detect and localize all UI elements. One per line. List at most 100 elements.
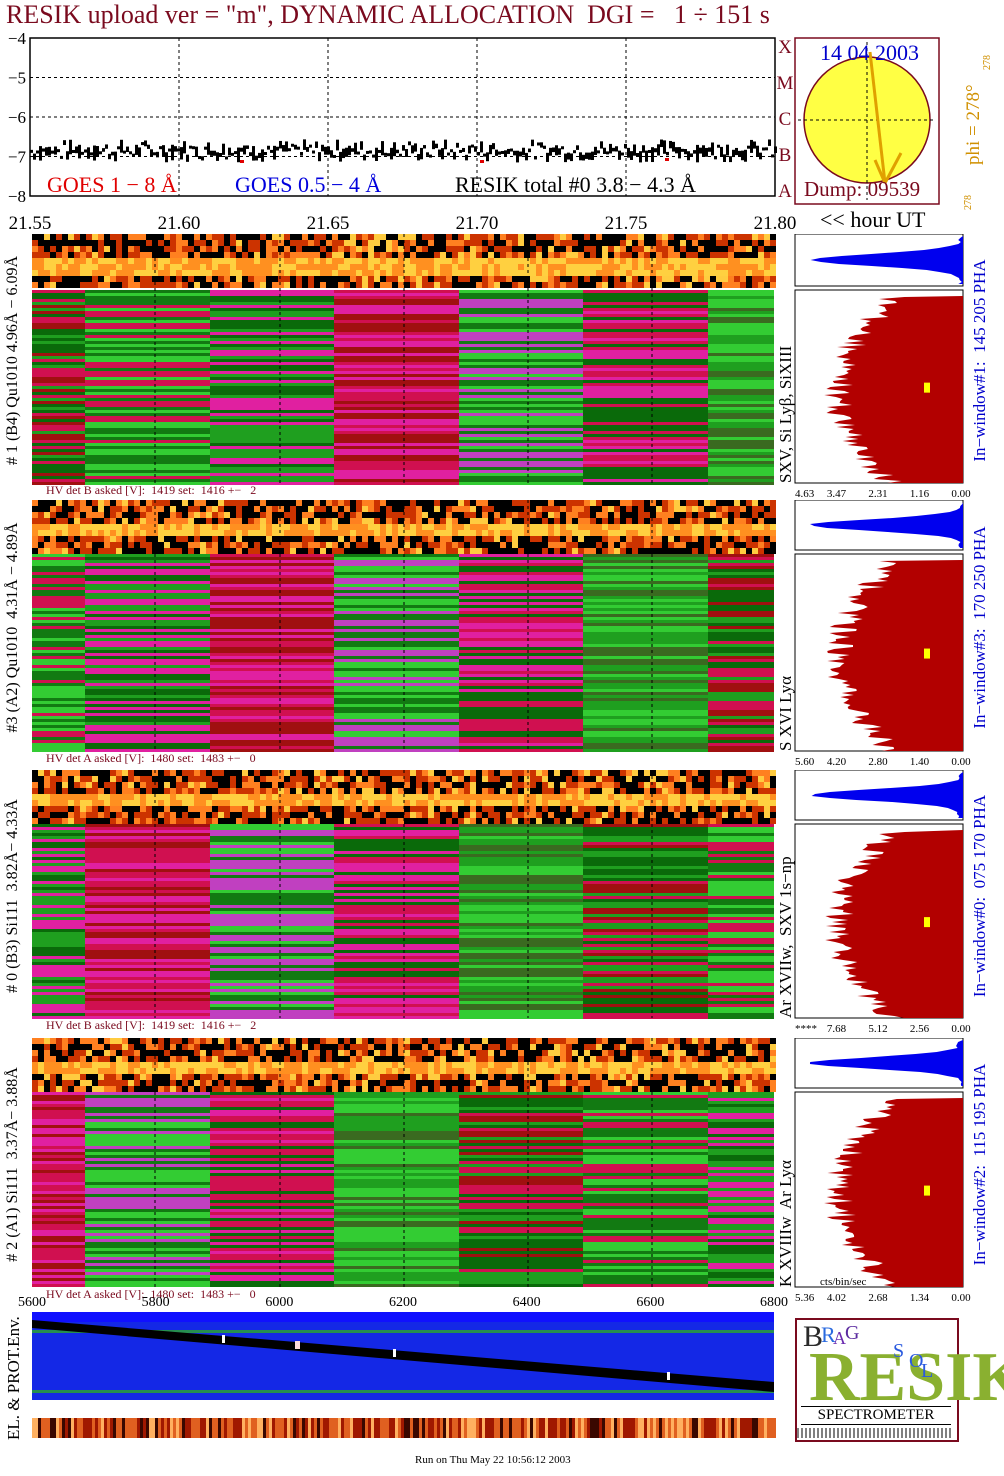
pha-tick-label: 0.00 [951,488,971,500]
window-label: In−window#1: 145 205 PHA [970,259,989,462]
spectrogram-panel-2: 5.36 4.02 2.68 1.34 0.00 [32,1038,971,1304]
resik-total-bin [492,143,495,150]
resik-total-bin [549,147,552,156]
resik-total-bin [486,152,489,162]
resik-total-bin [738,150,741,157]
resik-total-bin [39,146,42,161]
resik-total-bin [318,152,321,162]
resik-total-bin [159,146,162,150]
resik-total-bin [111,151,114,156]
resik-total-bin [468,145,471,154]
resik-total-bin [198,156,201,160]
pha-tick-label: 1.16 [910,488,930,500]
resik-total-bin [534,156,537,160]
resik-total-bin [357,151,360,155]
resik-total-bin [249,152,252,157]
resik-total-bin [744,149,747,162]
phi-small-top: 278 [982,55,993,70]
resik-total-bin [84,149,87,153]
resik-total-bin [222,143,225,155]
resik-total-bin [567,152,570,160]
pha-axis: 5.36 4.02 2.68 1.34 0.00 [795,1292,971,1304]
environment-ylabel: EL. & PROT.Env. [4,1316,23,1440]
resik-total-bin [699,147,702,154]
legend-goes-short: GOES 0.5 − 4 Å [235,172,382,197]
line-identification: K XVIIIw Ar Lyα [776,1160,795,1287]
pha-tick-label: 0.00 [951,1023,971,1035]
resik-total-bin [498,151,501,155]
resik-total-bin [120,139,123,153]
resik-total-bin [354,142,357,155]
resik-total-bin [747,145,750,149]
panel-ylabel: # 1 (B4) Qu1010 4.96Å − 6.09Å [4,256,21,466]
pha-unit: cts/bin/sec [820,1276,867,1288]
legend-goes-long: GOES 1 − 8 Å [47,172,177,197]
pha-axis: **** 7.68 5.12 2.56 0.00 [795,1023,971,1035]
resik-total-bin [612,147,615,152]
line-identification: Ar XVIIw, SXV 1s−np [776,856,795,1018]
resik-total-bin [546,152,549,162]
resik-total-bin [732,149,735,158]
resik-total-bin [666,151,669,156]
resik-total-bin [123,150,126,154]
resik-total-bin [726,144,729,156]
panel-ylabel: # 0 (B3) Si111 3.82Å− 4.33Å [4,799,21,993]
pha-tick-label: 2.56 [910,1023,930,1035]
resik-total-bin [462,147,465,152]
resik-total-bin [576,145,579,150]
resik-total-bin [402,145,405,151]
resik-total-bin [360,141,363,150]
resik-total-bin [171,144,174,161]
pha-tick-label: 1.40 [910,756,930,768]
resik-total-bin [312,150,315,154]
resik-total-bin [657,144,660,156]
resik-total-bin [165,152,168,163]
pha-tick-label: 5.36 [795,1292,815,1304]
resik-total-bin [372,154,375,158]
resik-total-bin [693,150,696,154]
resik-total-bin [441,148,444,160]
resik-total-bin [342,148,345,159]
pha-tick-label: 4.02 [827,1292,846,1304]
hv-status: HV det A asked [V]: 1480 set: 1483 +− 0 [46,1287,256,1301]
resik-total-bin [648,149,651,153]
resik-total-bin [588,152,591,160]
y-tick-label: −5 [8,69,26,88]
pha-tick-label: 4.63 [795,488,815,500]
resik-total-bin [204,146,207,150]
pha-histogram [794,234,964,287]
hv-status: HV det A asked [V]: 1480 set: 1483 +− 0 [46,751,256,765]
phi-angle: phi = 278° [963,84,984,165]
resik-total-bin [333,154,336,158]
resik-total-bin [273,145,276,160]
x-axis-label: << hour UT [820,207,926,232]
resik-total-bin [483,153,486,157]
y-tick-label: −8 [8,187,26,206]
resik-total-bin [213,150,216,156]
resik-total-bin [156,151,159,158]
resik-total-bin [711,142,714,156]
resik-total-bin [555,145,558,156]
resik-total-bin [324,146,327,155]
resik-logo: B R A G RESIK S O L SPECTROMETER [795,1318,1004,1442]
resik-total-bin [255,155,258,161]
resik-total-bin [36,150,39,154]
resik-total-bin [228,147,231,156]
resik-total-bin [231,152,234,156]
counts-strip [32,770,776,824]
resik-total-bin [684,149,687,155]
resik-total-bin [429,154,432,158]
footer-timestamp: Run on Thu May 22 10:56:12 2003 [415,1454,571,1466]
resik-total-bin [687,151,690,161]
resik-total-bin [597,150,600,154]
resik-total-bin [183,141,186,154]
resik-total-bin [60,155,63,159]
resik-total-bin [642,145,645,153]
resik-total-bin [561,146,564,150]
resik-total-bin [138,147,141,157]
resik-total-bin [540,142,543,148]
resik-total-bin [393,142,396,157]
page-title: RESIK upload ver = "m", DYNAMIC ALLOCATI… [6,0,770,29]
resik-total-bin [309,144,312,148]
